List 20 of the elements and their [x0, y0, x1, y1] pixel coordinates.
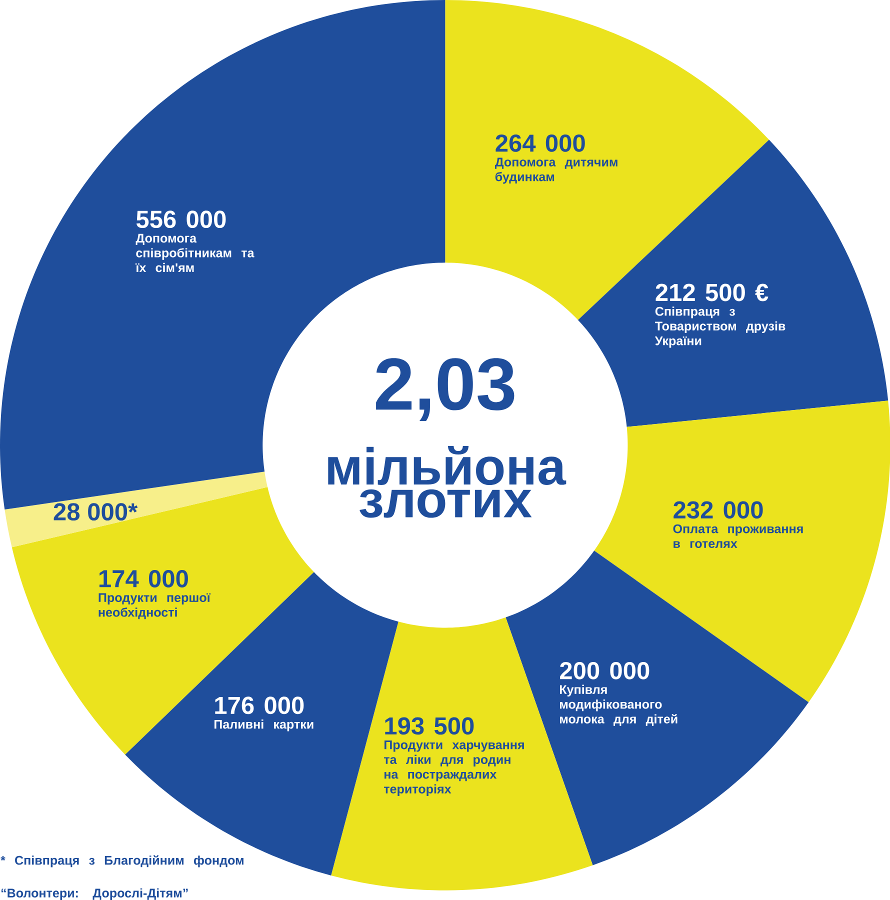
text: 2,03: [376, 358, 514, 422]
data-label: 174 000: [99, 570, 188, 588]
slice-label: Оплата проживання в готелях: [673, 524, 803, 548]
data-label: 556 000: [136, 210, 226, 228]
data-label: 200 000: [560, 662, 650, 680]
data-label: 28 000*: [54, 503, 138, 521]
slice-label: Допомога співробітникам та їх сім'ям: [135, 234, 254, 272]
text: мільйона злотих: [328, 446, 566, 518]
slice-label: Допомога дитячим будинкам: [494, 158, 618, 184]
slice-label: Співпраця з Товариством друзів України: [654, 306, 786, 348]
data-label: 193 500: [385, 717, 474, 735]
data-label: 232 000: [673, 501, 763, 519]
text: * Співпраця з Благодійним фондом “Волонтери: Дорослі-Дітям”: [0, 855, 244, 900]
slice-label: Купівля модифікованого молока для дітей: [560, 684, 678, 726]
data-label: 176 000: [215, 696, 304, 714]
slice-label: Продукти харчування та ліки для родин на постраждалих територіях: [384, 740, 524, 796]
slice-label: Паливні картки: [214, 720, 314, 732]
data-label: 212 500 €: [656, 284, 768, 302]
data-label: 264 000: [496, 134, 585, 152]
slice-label: Продукти першої необхідності: [98, 593, 210, 620]
